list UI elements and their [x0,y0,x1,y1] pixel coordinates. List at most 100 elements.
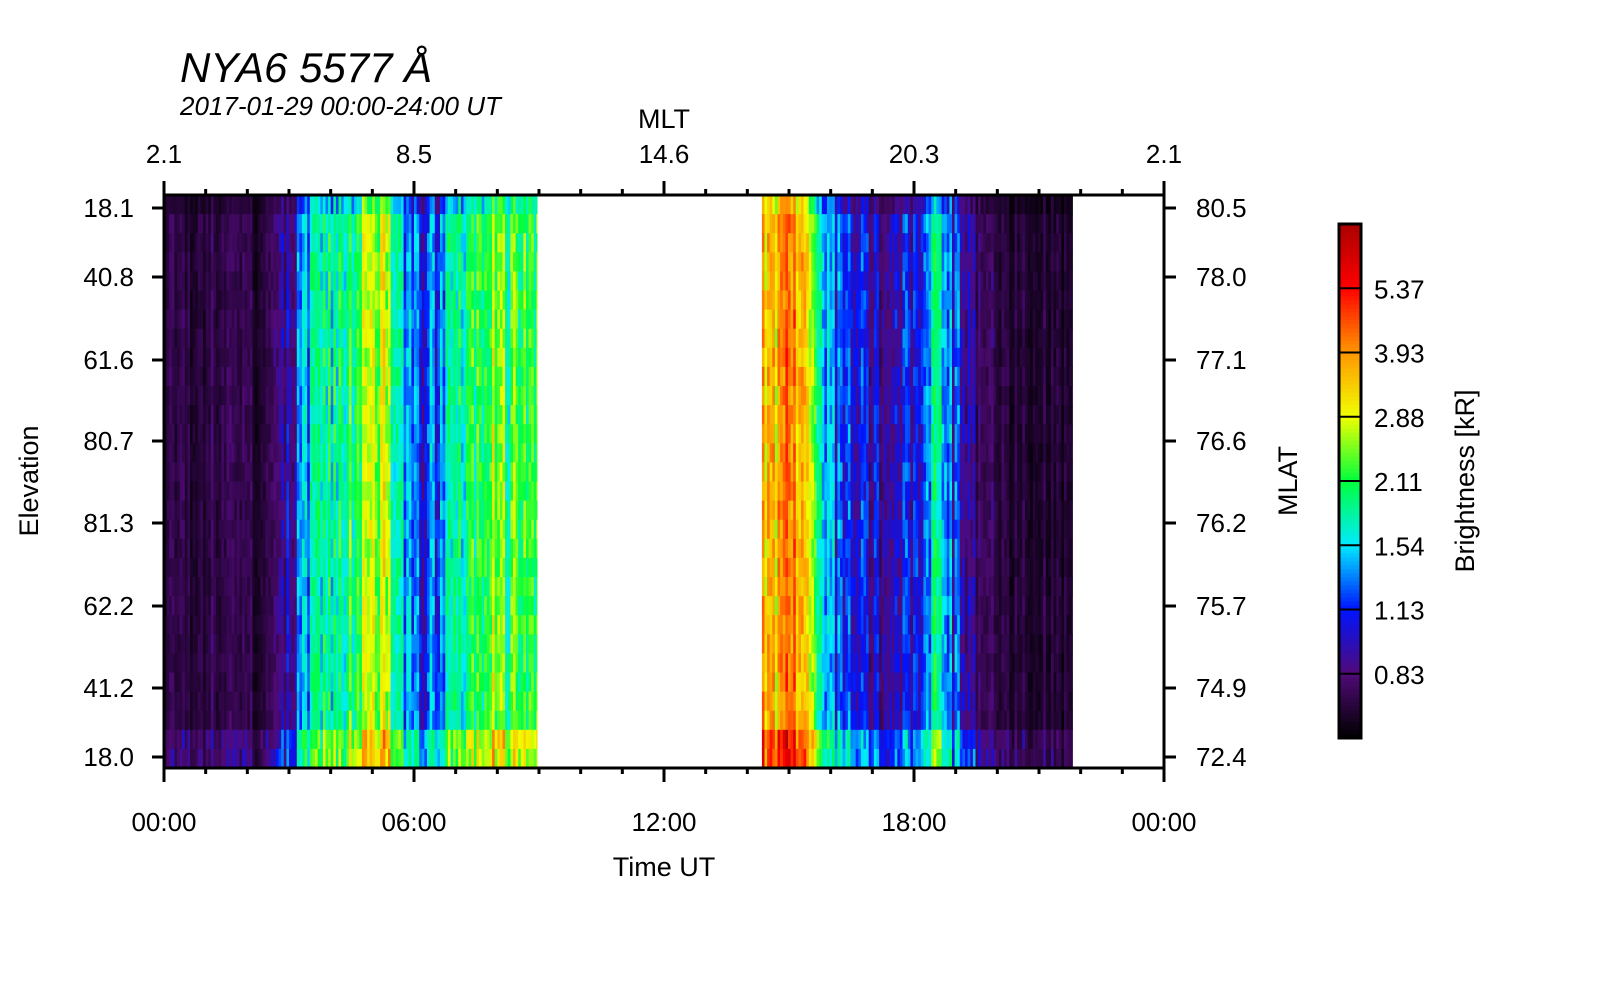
heatmap-cell [380,615,384,635]
heatmap-cell [458,500,462,521]
heatmap-cell [281,347,285,368]
heatmap-cell [785,366,789,387]
heatmap-cell [270,710,274,731]
heatmap-cell [795,252,799,272]
heatmap-cell [442,710,446,731]
heatmap-cell [197,366,202,387]
heatmap-cell [283,233,287,253]
heatmap-cell [479,615,483,635]
heatmap-cell [276,290,280,311]
heatmap-cell [388,424,392,444]
heatmap-cell [489,347,493,368]
heatmap-cell [320,271,324,292]
heatmap-cell [785,538,789,559]
heatmap-cell [801,290,805,311]
heatmap-cell [421,366,425,387]
heatmap-cell [213,424,217,444]
heatmap-cell [239,386,243,406]
heatmap-cell [179,252,183,272]
heatmap-cell [510,500,514,521]
heatmap-cell [777,577,781,597]
heatmap-cell [476,405,480,425]
heatmap-cell [507,252,511,272]
heatmap-cell [244,691,248,712]
heatmap-cell [364,233,368,253]
heatmap-cell [445,634,449,654]
heatmap-cell [460,462,465,483]
heatmap-cell [338,195,342,215]
heatmap-cell [432,424,436,444]
heatmap-cell [333,290,337,311]
heatmap-cell [499,195,504,215]
heatmap-cell [223,519,228,540]
heatmap-cell [803,500,807,521]
heatmap-cell [218,252,222,272]
heatmap-cell [507,710,511,731]
heatmap-cell [177,195,181,215]
heatmap-cell [401,309,405,330]
heatmap-cell [218,366,222,387]
heatmap-cell [171,195,175,215]
heatmap-cell [309,290,313,311]
heatmap-cell [437,672,441,693]
heatmap-cell [263,634,267,654]
heatmap-cell [348,596,353,616]
heatmap-cell [414,271,418,292]
heatmap-cell [380,233,384,253]
heatmap-cell [273,691,277,712]
heatmap-cell [309,195,313,215]
heatmap-cell [416,615,420,635]
heatmap-cell [257,424,261,444]
heatmap-cell [265,577,269,597]
heatmap-cell [294,481,298,502]
heatmap-cell [803,596,807,616]
heatmap-cell [528,596,532,616]
heatmap-cell [364,672,368,693]
heatmap-cell [526,691,530,712]
heatmap-cell [801,538,805,559]
heatmap-cell [486,233,491,253]
heatmap-cell [774,347,779,368]
heatmap-cell [473,290,478,311]
heatmap-cell [476,271,480,292]
heatmap-cell [403,481,407,502]
heatmap-cell [424,252,428,272]
heatmap-cell [278,596,282,616]
heatmap-cell [242,195,246,215]
heatmap-cell [218,615,222,635]
heatmap-cell [197,577,202,597]
heatmap-cell [249,519,254,540]
heatmap-cell [304,577,308,597]
heatmap-cell [335,500,340,521]
heatmap-cell [273,386,277,406]
heatmap-cell [255,615,259,635]
heatmap-cell [281,481,285,502]
heatmap-cell [359,290,363,311]
heatmap-cell [518,538,522,559]
heatmap-cell [466,519,470,540]
heatmap-cell [268,519,272,540]
heatmap-cell [200,405,204,425]
heatmap-cell [499,596,504,616]
heatmap-cell [289,538,293,559]
heatmap-cell [369,309,373,330]
heatmap-cell [401,519,405,540]
heatmap-cell [210,634,215,654]
heatmap-cell [330,634,334,654]
heatmap-cell [263,366,267,387]
heatmap-cell [499,538,504,559]
heatmap-cell [294,596,298,616]
heatmap-cell [531,386,535,406]
heatmap-cell [774,500,779,521]
heatmap-cell [179,615,183,635]
heatmap-cell [216,748,220,769]
heatmap-cell [229,252,233,272]
heatmap-cell [463,214,467,234]
heatmap-cell [385,691,389,712]
heatmap-cell [819,214,823,234]
heatmap-cell [803,271,807,292]
heatmap-cell [346,519,350,540]
heatmap-cell [398,557,402,578]
heatmap-cell [793,309,797,330]
heatmap-cell [497,748,501,769]
